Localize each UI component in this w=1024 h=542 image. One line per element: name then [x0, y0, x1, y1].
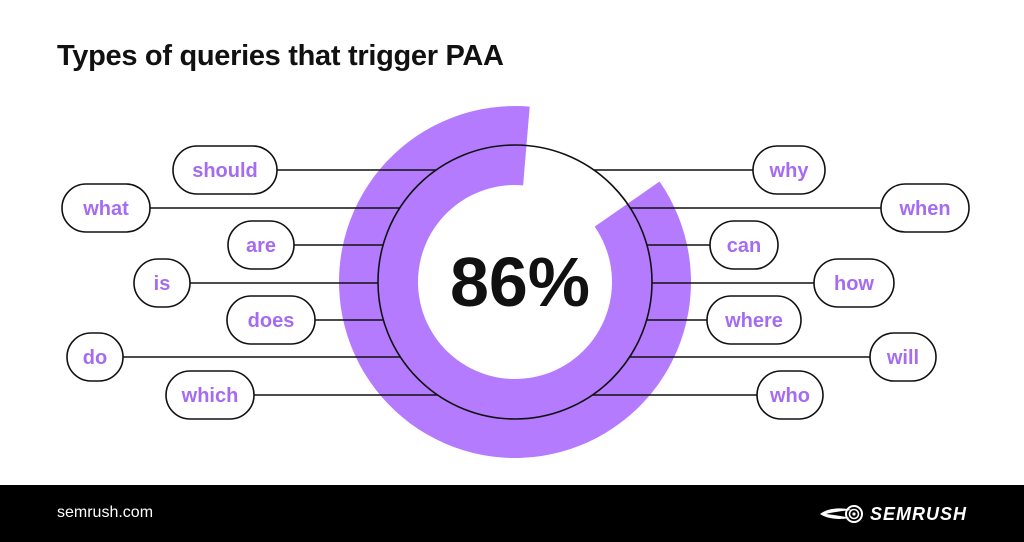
donut-chart: should what are is does do which why when can how w…: [61, 105, 970, 458]
label-pill-are: [227, 220, 295, 270]
semrush-fireball-icon: [819, 505, 863, 523]
label-text-can: can: [727, 235, 761, 257]
label-text-is: is: [154, 273, 171, 295]
label-text-how: how: [834, 273, 874, 295]
page-title: Types of queries that trigger PAA: [57, 40, 504, 72]
footer-bar: semrush.com SEMRUSH: [0, 485, 1024, 542]
label-pill-when: [880, 183, 970, 233]
donut-value-arc: [339, 105, 691, 458]
donut-ring-outline: [377, 144, 653, 420]
label-pill-does: [226, 295, 316, 345]
footer-url[interactable]: semrush.com: [57, 504, 154, 521]
label-text-do: do: [83, 347, 107, 369]
label-text-when: when: [898, 198, 950, 220]
label-text-does: does: [248, 310, 295, 332]
label-pill-will: [869, 332, 937, 382]
label-pill-what: [61, 183, 151, 233]
label-pill-do: [66, 332, 124, 382]
label-pill-how: [813, 258, 895, 308]
label-pill-should: [172, 145, 278, 195]
label-text-will: will: [886, 347, 919, 369]
label-pill-is: [133, 258, 191, 308]
label-pill-where: [706, 295, 802, 345]
label-text-what: what: [82, 198, 129, 220]
label-text-are: are: [246, 235, 276, 257]
label-pill-why: [752, 145, 826, 195]
donut-value-label: 86%: [450, 243, 590, 321]
label-text-where: where: [724, 310, 783, 332]
label-text-why: why: [769, 160, 810, 182]
label-pill-can: [709, 220, 779, 270]
label-text-which: which: [181, 385, 239, 407]
label-text-who: who: [769, 385, 810, 407]
label-pill-which: [165, 370, 255, 420]
footer-brand: SEMRUSH: [869, 503, 967, 524]
label-text-should: should: [192, 160, 258, 182]
label-pill-who: [756, 370, 824, 420]
semrush-logo[interactable]: SEMRUSH: [818, 502, 967, 526]
